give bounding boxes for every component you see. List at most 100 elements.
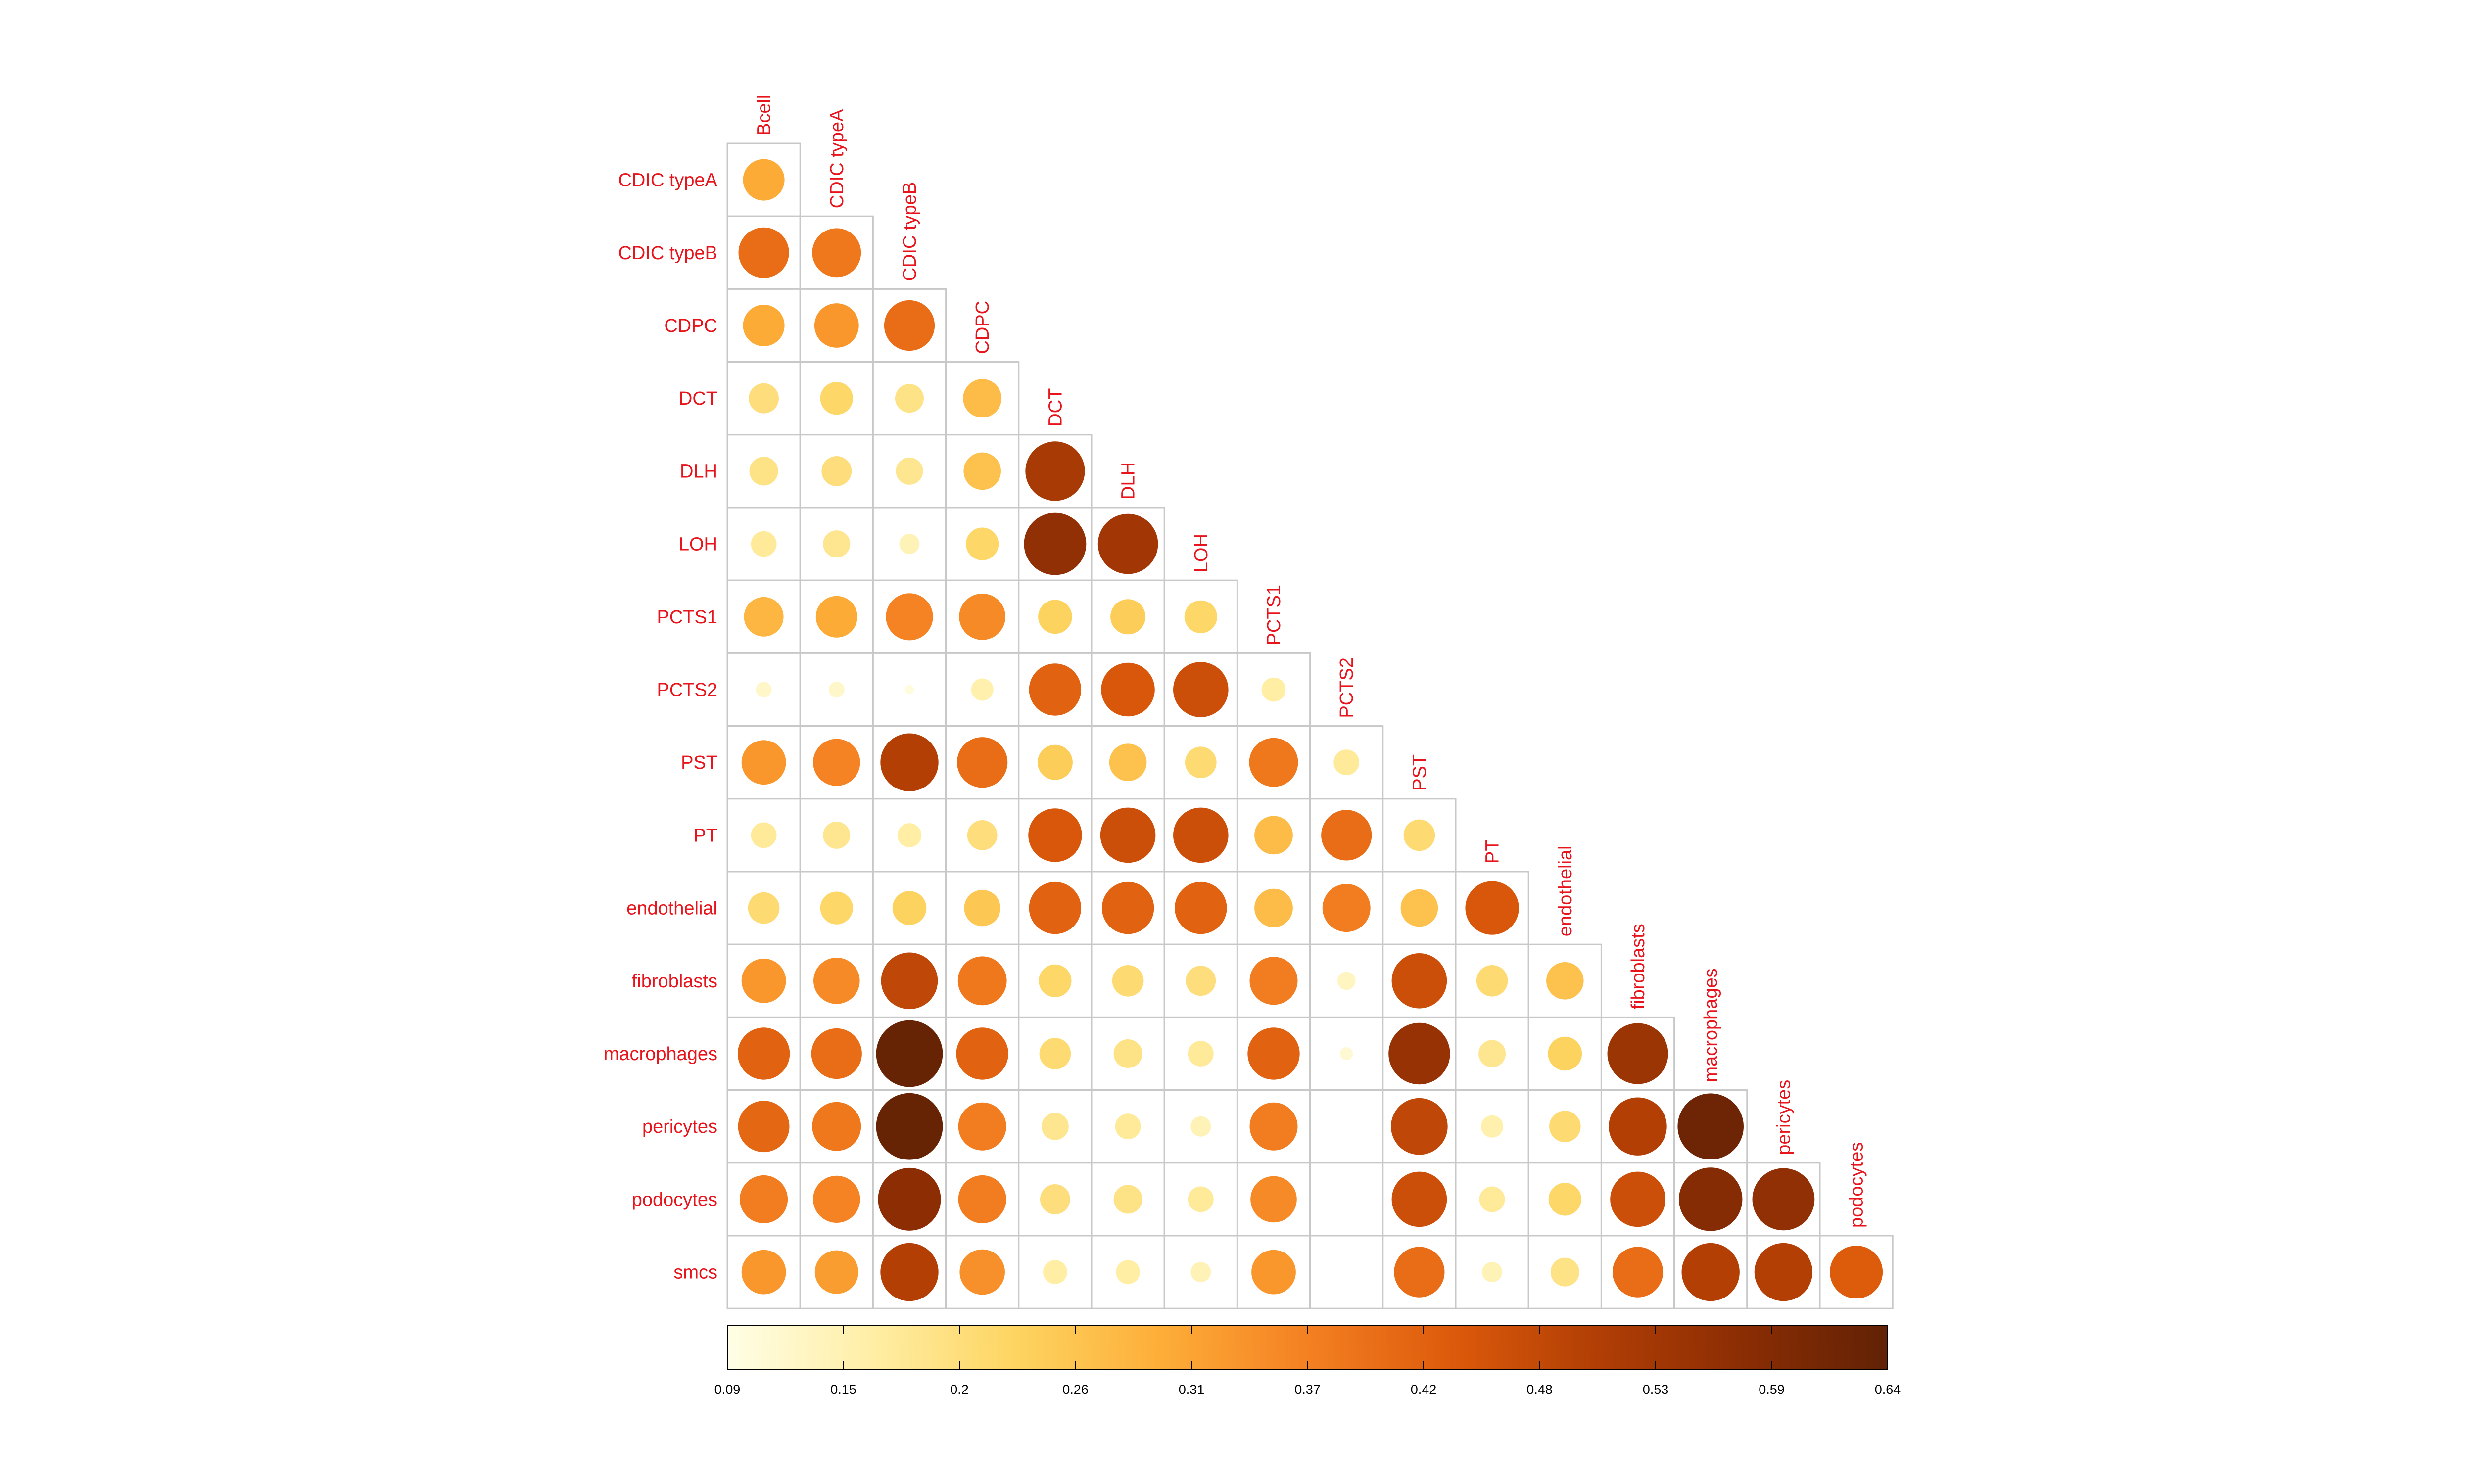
corr-point bbox=[1184, 600, 1217, 633]
corr-point bbox=[1333, 749, 1360, 776]
row-label: DCT bbox=[679, 388, 717, 409]
corr-point bbox=[1029, 881, 1082, 934]
corr-point bbox=[741, 740, 786, 785]
column-label: PCTS1 bbox=[1264, 585, 1285, 645]
corr-point bbox=[811, 1028, 862, 1079]
color-bar-tick-label: 0.09 bbox=[714, 1382, 741, 1397]
corr-point bbox=[1113, 1185, 1142, 1214]
column-label: CDPC bbox=[972, 301, 993, 354]
corr-point bbox=[1039, 1038, 1071, 1069]
corr-point bbox=[1249, 1102, 1298, 1151]
corr-point bbox=[967, 820, 998, 850]
corr-point bbox=[1394, 1247, 1445, 1298]
corr-point bbox=[1681, 1243, 1740, 1301]
corr-point bbox=[1188, 1041, 1214, 1067]
corr-point bbox=[1548, 1036, 1582, 1071]
corr-point bbox=[1101, 881, 1154, 934]
column-label: macrophages bbox=[1701, 968, 1721, 1082]
column-label: PT bbox=[1482, 839, 1503, 864]
corr-point bbox=[1097, 513, 1158, 574]
corr-point bbox=[1550, 1257, 1579, 1287]
corr-point bbox=[958, 1175, 1006, 1223]
corr-point bbox=[963, 452, 1001, 490]
column-label: PCTS2 bbox=[1336, 657, 1357, 718]
color-bar-tick-label: 0.2 bbox=[950, 1382, 969, 1397]
row-label: PST bbox=[681, 752, 717, 773]
corr-point bbox=[748, 892, 780, 924]
corr-point bbox=[1113, 1039, 1142, 1068]
row-label: PCTS1 bbox=[657, 607, 717, 628]
corr-point bbox=[1116, 1260, 1140, 1284]
column-labels: Bcell CDIC typeA CDIC typeB CDPC DCT DLH LOH PC… bbox=[754, 95, 1867, 1228]
color-bar: 0.09 0.15 0.2 0.26 0.31 0.37 0.42 0.48 0.53 0.59 0… bbox=[714, 1325, 1901, 1397]
corr-point bbox=[1549, 1111, 1581, 1142]
corr-point bbox=[886, 593, 933, 641]
corr-point bbox=[1175, 881, 1227, 934]
corr-point bbox=[1109, 743, 1147, 781]
corr-point bbox=[743, 159, 785, 201]
corr-point bbox=[823, 821, 851, 849]
corr-point bbox=[1482, 1262, 1503, 1283]
corr-point bbox=[1391, 1098, 1448, 1155]
corr-point bbox=[1388, 1022, 1450, 1085]
corr-point bbox=[1478, 1040, 1506, 1067]
corr-point bbox=[1251, 1250, 1296, 1295]
color-bar-tick-label: 0.64 bbox=[1875, 1382, 1901, 1397]
corr-point bbox=[899, 534, 920, 555]
corr-point bbox=[812, 1102, 861, 1151]
color-bar-tick-label: 0.53 bbox=[1643, 1382, 1669, 1397]
corr-point bbox=[1677, 1093, 1744, 1159]
column-label: fibroblasts bbox=[1628, 924, 1649, 1009]
corr-point bbox=[1029, 663, 1082, 716]
column-label: DCT bbox=[1045, 388, 1066, 427]
corr-point bbox=[1100, 807, 1156, 863]
corr-point bbox=[1403, 819, 1435, 851]
row-label: CDIC typeB bbox=[618, 243, 717, 264]
corr-point bbox=[1043, 1260, 1067, 1284]
corr-point bbox=[958, 1102, 1006, 1151]
cell-14-8 bbox=[1309, 1162, 1384, 1237]
color-bar-tick-label: 0.42 bbox=[1411, 1382, 1437, 1397]
corr-point bbox=[1188, 1186, 1214, 1212]
corr-point bbox=[1400, 889, 1438, 927]
corr-point bbox=[1321, 810, 1372, 861]
corr-point bbox=[1548, 1183, 1581, 1216]
cell-15-8 bbox=[1309, 1235, 1384, 1309]
corr-point bbox=[880, 733, 939, 791]
corr-point bbox=[1038, 600, 1072, 634]
corr-point bbox=[892, 891, 927, 925]
corr-point bbox=[828, 682, 845, 697]
corr-point bbox=[1679, 1167, 1743, 1231]
corr-point bbox=[897, 823, 922, 847]
cell-3-1 bbox=[799, 361, 874, 436]
corr-point bbox=[1025, 441, 1085, 501]
column-label: CDIC typeA bbox=[827, 109, 848, 208]
corr-point bbox=[1250, 1176, 1297, 1223]
corr-point bbox=[813, 1175, 860, 1223]
corr-point bbox=[1185, 746, 1217, 778]
corr-point bbox=[1115, 1113, 1141, 1140]
row-label: DLH bbox=[680, 461, 717, 482]
corr-point bbox=[1041, 1113, 1069, 1140]
corr-point bbox=[1101, 662, 1155, 717]
corr-point bbox=[1173, 807, 1229, 863]
corr-point bbox=[878, 1167, 941, 1231]
corr-point bbox=[738, 227, 789, 278]
corr-point bbox=[1249, 957, 1298, 1005]
corr-point bbox=[741, 958, 786, 1003]
corr-point bbox=[884, 300, 935, 351]
corr-point bbox=[1040, 1184, 1070, 1214]
row-label: CDIC typeA bbox=[618, 170, 717, 191]
corr-point bbox=[1039, 964, 1072, 997]
corr-point bbox=[740, 1175, 788, 1223]
corr-point bbox=[880, 1243, 939, 1301]
corr-point bbox=[1546, 962, 1584, 1000]
corr-point bbox=[814, 1250, 858, 1294]
corr-point bbox=[1112, 965, 1144, 997]
corr-point bbox=[895, 384, 924, 413]
column-label: Bcell bbox=[754, 95, 775, 136]
corr-point bbox=[823, 530, 851, 558]
corr-point bbox=[751, 531, 777, 557]
row-label: pericytes bbox=[642, 1116, 717, 1137]
corr-point bbox=[881, 952, 938, 1010]
